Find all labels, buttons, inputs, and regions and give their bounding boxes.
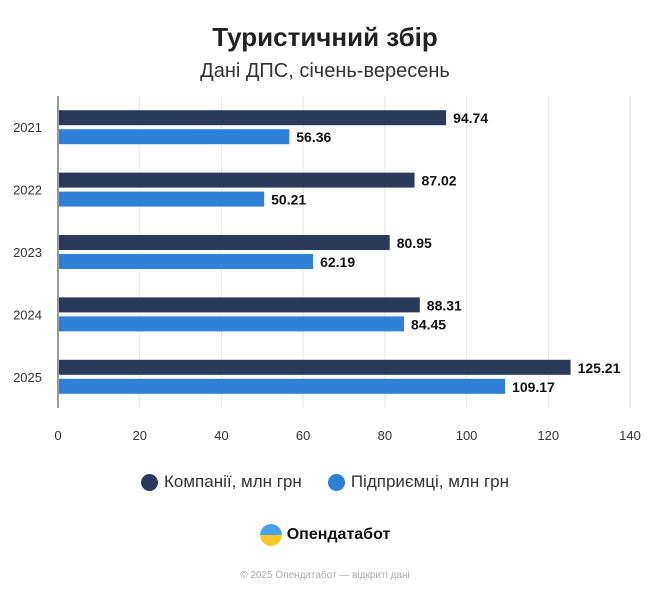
bar bbox=[59, 110, 447, 126]
legend-item-companies[interactable]: Компанії, млн грн bbox=[141, 472, 302, 492]
bar bbox=[59, 316, 405, 332]
y-tick-label: 2021 bbox=[13, 120, 42, 135]
x-tick-label: 40 bbox=[214, 428, 228, 443]
data-label: 109.17 bbox=[512, 379, 555, 395]
legend-marker bbox=[141, 473, 159, 491]
y-tick-label: 2024 bbox=[13, 307, 42, 322]
data-label: 94.74 bbox=[453, 110, 488, 126]
brand-name: Опендатабот bbox=[286, 526, 391, 543]
data-label: 87.02 bbox=[422, 173, 457, 189]
opendatabot-logo-icon bbox=[259, 524, 282, 546]
legend-label: Підприємці, млн грн bbox=[350, 472, 509, 491]
legend-item-entrepreneurs[interactable]: Підприємці, млн грн bbox=[327, 472, 509, 492]
bar-chart: 0 20 40 60 80 100 120 140 2021 94.74 56.36 2022 87.0… bbox=[13, 96, 641, 443]
bar bbox=[59, 254, 314, 269]
legend-label: Компанії, млн грн bbox=[164, 472, 302, 491]
data-label: 62.19 bbox=[320, 254, 355, 270]
y-tick-label: 2025 bbox=[13, 370, 42, 385]
y-tick-label: 2022 bbox=[13, 183, 42, 198]
legend: Компанії, млн грн Підприємці, млн грн bbox=[0, 472, 650, 492]
data-label: 80.95 bbox=[397, 235, 432, 251]
x-tick-label: 80 bbox=[378, 428, 392, 443]
brand-logo: Опендатабот bbox=[0, 524, 650, 546]
data-label: 84.45 bbox=[411, 316, 446, 332]
x-tick-label: 100 bbox=[456, 428, 478, 443]
bar bbox=[59, 129, 290, 145]
x-tick-label: 140 bbox=[619, 428, 641, 443]
bar bbox=[59, 172, 415, 188]
x-tick-label: 120 bbox=[537, 428, 559, 443]
bar bbox=[59, 378, 506, 394]
data-label: 125.21 bbox=[578, 360, 621, 376]
chart-subtitle: Дані ДПС, січень-вересень bbox=[200, 60, 450, 82]
chart-title: Туристичний збір bbox=[212, 22, 438, 52]
copyright: © 2025 Опендатабот — відкриті дані bbox=[240, 570, 410, 581]
data-label: 56.36 bbox=[296, 129, 331, 145]
data-label: 50.21 bbox=[271, 192, 306, 208]
y-tick-label: 2023 bbox=[13, 245, 42, 260]
bar bbox=[59, 191, 265, 207]
bar bbox=[59, 235, 390, 250]
bar bbox=[59, 297, 420, 313]
x-tick-label: 20 bbox=[132, 428, 146, 443]
x-tick-label: 60 bbox=[296, 428, 310, 443]
legend-marker bbox=[327, 473, 345, 491]
x-tick-label: 0 bbox=[54, 428, 61, 443]
data-label: 88.31 bbox=[427, 297, 462, 313]
bar bbox=[59, 359, 571, 375]
